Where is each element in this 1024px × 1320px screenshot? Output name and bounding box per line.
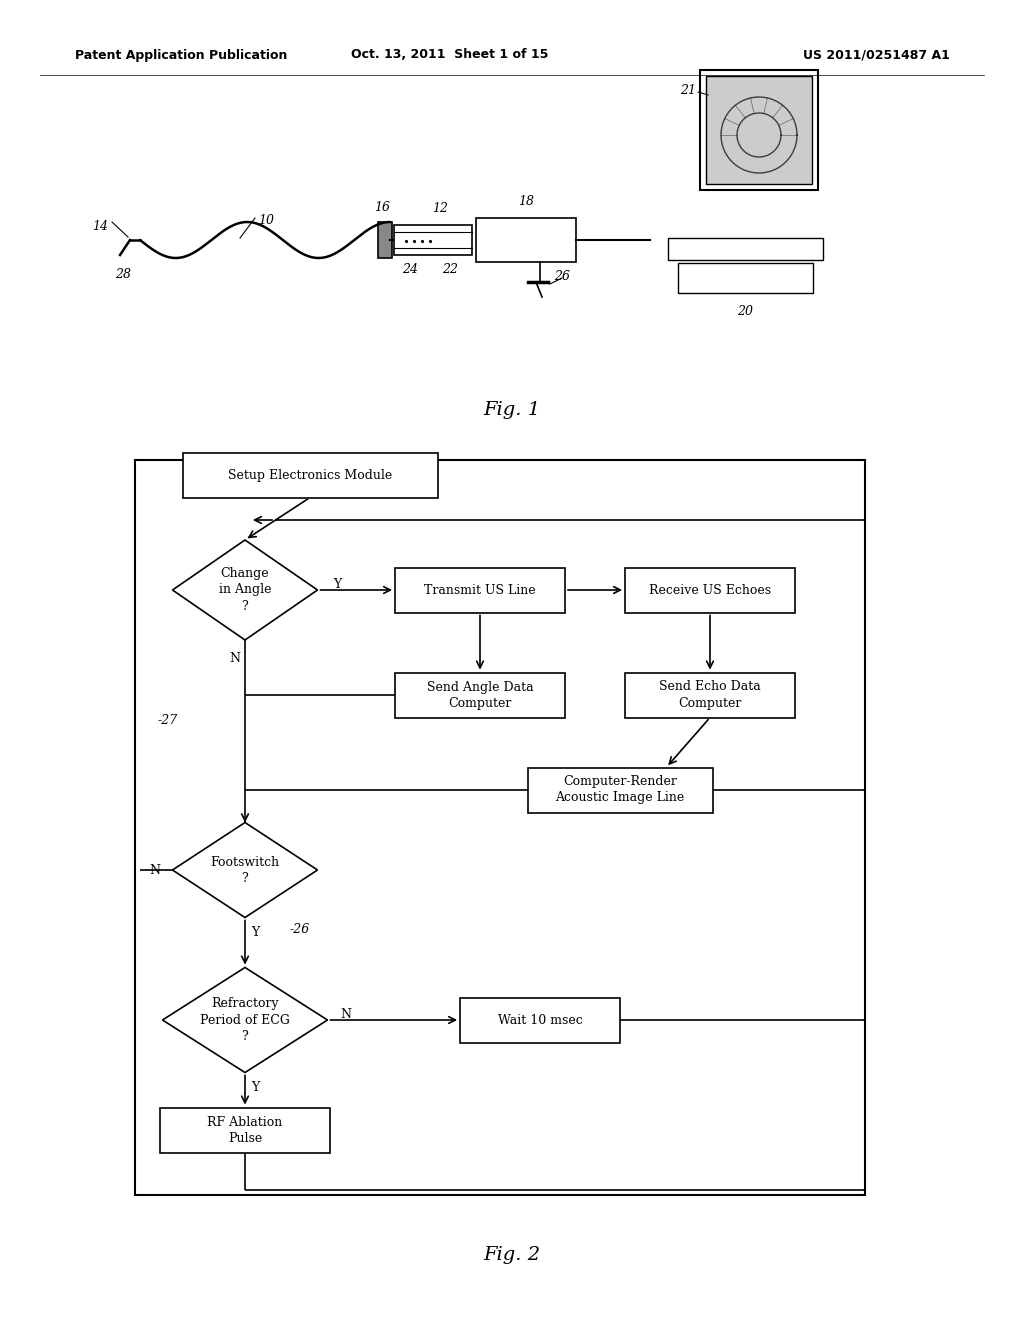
- FancyBboxPatch shape: [182, 453, 437, 498]
- Text: 18: 18: [518, 195, 534, 209]
- Text: Send Angle Data
Computer: Send Angle Data Computer: [427, 681, 534, 710]
- Text: 24: 24: [402, 263, 418, 276]
- Text: 10: 10: [258, 214, 274, 227]
- FancyBboxPatch shape: [625, 672, 795, 718]
- FancyBboxPatch shape: [625, 568, 795, 612]
- Text: -26: -26: [290, 923, 310, 936]
- Text: Wait 10 msec: Wait 10 msec: [498, 1014, 583, 1027]
- Text: 20: 20: [737, 305, 753, 318]
- FancyBboxPatch shape: [527, 767, 713, 813]
- Text: Footswitch
?: Footswitch ?: [211, 855, 280, 884]
- Text: Transmit US Line: Transmit US Line: [424, 583, 536, 597]
- Text: N: N: [229, 652, 241, 664]
- FancyBboxPatch shape: [395, 672, 565, 718]
- FancyBboxPatch shape: [378, 222, 392, 257]
- Text: Oct. 13, 2011  Sheet 1 of 15: Oct. 13, 2011 Sheet 1 of 15: [351, 49, 549, 62]
- Text: Send Echo Data
Computer: Send Echo Data Computer: [659, 681, 761, 710]
- FancyBboxPatch shape: [678, 263, 813, 293]
- Text: Setup Electronics Module: Setup Electronics Module: [228, 469, 392, 482]
- Text: N: N: [150, 863, 161, 876]
- FancyBboxPatch shape: [700, 70, 818, 190]
- FancyBboxPatch shape: [668, 238, 823, 260]
- Text: 14: 14: [92, 220, 108, 234]
- Text: 22: 22: [442, 263, 458, 276]
- FancyBboxPatch shape: [394, 224, 472, 255]
- Text: 26: 26: [554, 271, 570, 284]
- Text: 12: 12: [432, 202, 449, 215]
- Text: -27: -27: [158, 714, 178, 726]
- Text: 16: 16: [374, 201, 390, 214]
- Text: US 2011/0251487 A1: US 2011/0251487 A1: [803, 49, 950, 62]
- FancyBboxPatch shape: [395, 568, 565, 612]
- Text: Refractory
Period of ECG
?: Refractory Period of ECG ?: [200, 998, 290, 1043]
- Text: Receive US Echoes: Receive US Echoes: [649, 583, 771, 597]
- Text: RF Ablation
Pulse: RF Ablation Pulse: [208, 1115, 283, 1144]
- Polygon shape: [163, 968, 328, 1072]
- Polygon shape: [172, 822, 317, 917]
- FancyBboxPatch shape: [460, 998, 620, 1043]
- Text: 21: 21: [680, 83, 696, 96]
- Text: Computer-Render
Acoustic Image Line: Computer-Render Acoustic Image Line: [555, 776, 685, 804]
- Text: Y: Y: [334, 578, 342, 591]
- Polygon shape: [172, 540, 317, 640]
- FancyBboxPatch shape: [706, 77, 812, 183]
- Text: Y: Y: [251, 1081, 259, 1094]
- Text: N: N: [340, 1008, 351, 1022]
- Text: Change
in Angle
?: Change in Angle ?: [219, 568, 271, 612]
- FancyBboxPatch shape: [160, 1107, 330, 1152]
- Text: Y: Y: [251, 927, 259, 939]
- Text: Fig. 1: Fig. 1: [483, 401, 541, 418]
- FancyBboxPatch shape: [476, 218, 575, 261]
- Text: Fig. 2: Fig. 2: [483, 1246, 541, 1265]
- Text: 28: 28: [115, 268, 131, 281]
- Text: Patent Application Publication: Patent Application Publication: [75, 49, 288, 62]
